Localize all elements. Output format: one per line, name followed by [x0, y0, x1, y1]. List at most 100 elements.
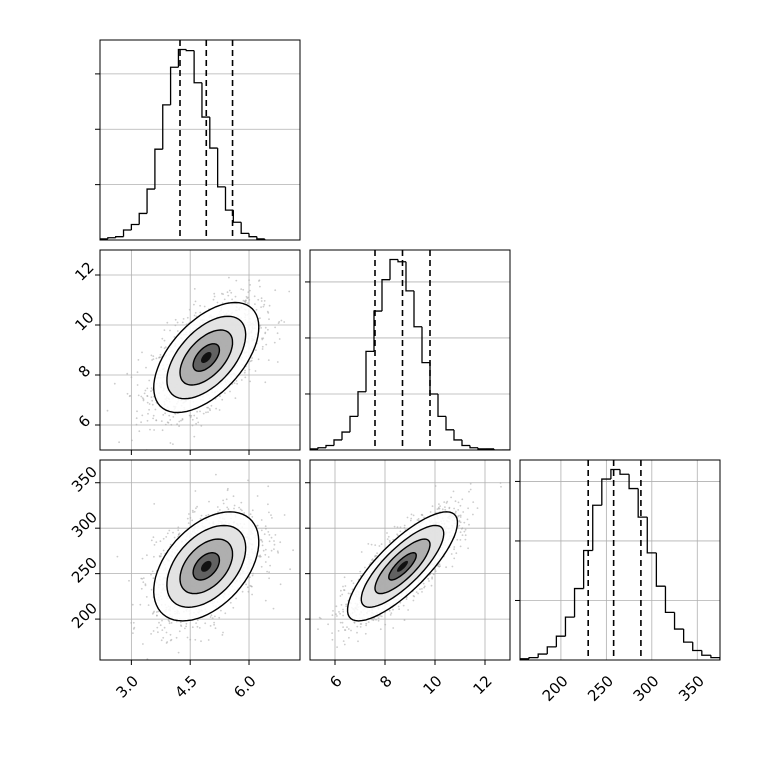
- scatter-point: [365, 622, 368, 625]
- scatter-point: [446, 500, 449, 503]
- hist-bin: [169, 66, 179, 105]
- x-tick-label: 4.5: [171, 672, 201, 702]
- hist-bin: [317, 447, 326, 449]
- scatter-point: [146, 554, 148, 557]
- axes-frame: [309, 249, 511, 451]
- scatter-point: [260, 306, 262, 308]
- scatter-point: [150, 396, 153, 399]
- scatter-point: [186, 316, 189, 319]
- scatter-point: [238, 506, 241, 509]
- scatter-point: [215, 407, 218, 410]
- scatter-point: [170, 423, 173, 426]
- scatter-point: [268, 511, 270, 514]
- scatter-point: [472, 513, 474, 516]
- scatter-point: [232, 606, 235, 609]
- scatter-point: [469, 488, 472, 491]
- scatter-point: [256, 524, 259, 527]
- scatter-point: [116, 555, 119, 558]
- scatter-point: [459, 545, 462, 548]
- scatter-point: [349, 592, 352, 595]
- scatter-point: [144, 583, 147, 585]
- scatter-point: [128, 579, 130, 582]
- scatter-point: [151, 570, 154, 573]
- scatter-point: [204, 622, 207, 625]
- scatter-point: [172, 443, 174, 445]
- scatter-point: [178, 532, 181, 535]
- scatter-point: [377, 619, 380, 622]
- scatter-point: [371, 559, 373, 561]
- scatter-point: [194, 638, 197, 641]
- hist-bin: [493, 448, 502, 450]
- scatter-point: [249, 360, 252, 363]
- scatter-point: [213, 623, 216, 626]
- scatter-point: [163, 329, 166, 331]
- scatter-point: [444, 508, 447, 511]
- scatter-point: [240, 379, 243, 381]
- hist-bin: [381, 279, 390, 312]
- scatter-point: [151, 359, 154, 361]
- scatter-point: [331, 614, 334, 617]
- scatter-point: [227, 294, 230, 297]
- scatter-point: [151, 403, 154, 406]
- contour-line: [166, 315, 247, 400]
- scatter-point: [267, 312, 270, 314]
- hist-bin: [201, 82, 210, 118]
- scatter-point: [159, 624, 162, 627]
- contour-line: [152, 301, 260, 414]
- scatter-point: [132, 632, 134, 634]
- scatter-point: [262, 305, 265, 308]
- x-tick-label: 3.0: [113, 672, 143, 702]
- scatter-point: [141, 351, 143, 354]
- scatter-point: [158, 555, 161, 557]
- scatter-point: [453, 557, 456, 560]
- scatter-point: [205, 411, 207, 414]
- scatter-point: [467, 507, 469, 510]
- scatter-point: [137, 359, 140, 361]
- scatter-point: [455, 552, 458, 555]
- scatter-point: [191, 519, 194, 522]
- scatter-point: [403, 526, 406, 529]
- scatter-point: [221, 634, 224, 636]
- scatter-point: [422, 582, 425, 585]
- hist-bin: [216, 148, 226, 188]
- scatter-point: [153, 555, 155, 558]
- scatter-point: [207, 639, 210, 641]
- scatter-point: [342, 614, 344, 617]
- scatter-point: [147, 412, 149, 415]
- scatter-point: [251, 574, 254, 577]
- scatter-point: [249, 513, 252, 516]
- scatter-point: [340, 604, 343, 606]
- scatter-point: [230, 291, 233, 294]
- scatter-point: [292, 549, 294, 552]
- scatter-point: [367, 621, 370, 623]
- scatter-point: [106, 409, 109, 412]
- scatter-point: [388, 609, 391, 612]
- scatter-point: [155, 357, 158, 360]
- scatter-point: [267, 531, 270, 533]
- scatter-point: [399, 530, 402, 533]
- scatter-point: [218, 616, 221, 619]
- hist-bin: [421, 326, 430, 364]
- scatter-point: [178, 630, 181, 633]
- scatter-point: [377, 617, 380, 619]
- scatter-point: [161, 337, 164, 340]
- scatter-point: [193, 414, 196, 417]
- scatter-point: [166, 641, 169, 643]
- scatter-point: [249, 380, 252, 383]
- scatter-point: [213, 292, 216, 295]
- scatter-point: [343, 643, 346, 646]
- scatter-point: [197, 421, 200, 424]
- scatter-point: [403, 619, 406, 621]
- scatter-point: [193, 510, 196, 513]
- scatter-point: [200, 640, 202, 643]
- scatter-point: [177, 534, 180, 536]
- scatter-point: [434, 568, 436, 571]
- scatter-point: [364, 632, 367, 635]
- scatter-point: [288, 290, 291, 293]
- scatter-point: [196, 625, 199, 628]
- scatter-point: [245, 295, 248, 298]
- scatter-point: [248, 368, 251, 371]
- scatter-point: [261, 540, 264, 543]
- scatter-point: [203, 305, 206, 308]
- scatter-point: [130, 622, 133, 624]
